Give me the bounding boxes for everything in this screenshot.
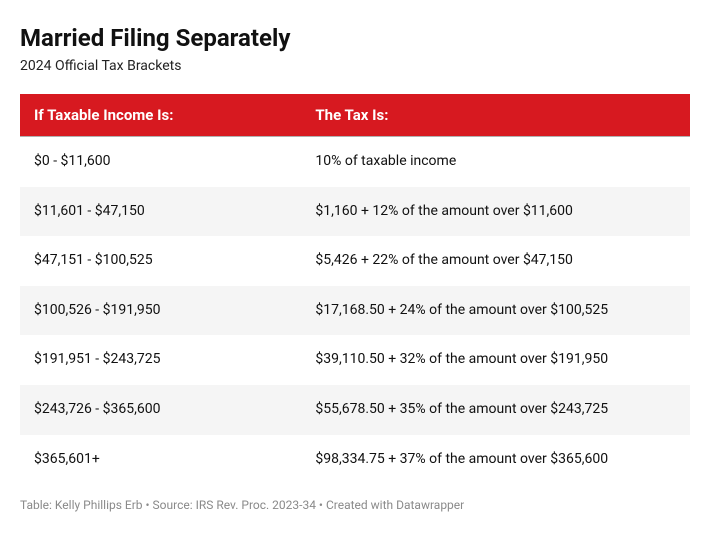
col-header-income: If Taxable Income Is: — [20, 94, 301, 137]
cell-tax: $39,110.50 + 32% of the amount over $191… — [301, 335, 690, 385]
cell-tax: $5,426 + 22% of the amount over $47,150 — [301, 236, 690, 286]
table-row: $11,601 - $47,150 $1,160 + 12% of the am… — [20, 187, 690, 237]
table-row: $191,951 - $243,725 $39,110.50 + 32% of … — [20, 335, 690, 385]
cell-income: $365,601+ — [20, 435, 301, 485]
table-footer-credit: Table: Kelly Phillips Erb • Source: IRS … — [20, 498, 690, 512]
cell-income: $11,601 - $47,150 — [20, 187, 301, 237]
cell-income: $100,526 - $191,950 — [20, 286, 301, 336]
table-header-row: If Taxable Income Is: The Tax Is: — [20, 94, 690, 137]
cell-income: $47,151 - $100,525 — [20, 236, 301, 286]
table-row: $0 - $11,600 10% of taxable income — [20, 137, 690, 187]
cell-tax: $98,334.75 + 37% of the amount over $365… — [301, 435, 690, 485]
cell-income: $243,726 - $365,600 — [20, 385, 301, 435]
cell-income: $0 - $11,600 — [20, 137, 301, 187]
table-row: $365,601+ $98,334.75 + 37% of the amount… — [20, 435, 690, 485]
table-row: $243,726 - $365,600 $55,678.50 + 35% of … — [20, 385, 690, 435]
col-header-tax: The Tax Is: — [301, 94, 690, 137]
page-title: Married Filing Separately — [20, 24, 690, 52]
tax-bracket-table: If Taxable Income Is: The Tax Is: $0 - $… — [20, 94, 690, 484]
cell-tax: $55,678.50 + 35% of the amount over $243… — [301, 385, 690, 435]
cell-tax: $1,160 + 12% of the amount over $11,600 — [301, 187, 690, 237]
cell-tax: 10% of taxable income — [301, 137, 690, 187]
table-row: $100,526 - $191,950 $17,168.50 + 24% of … — [20, 286, 690, 336]
cell-income: $191,951 - $243,725 — [20, 335, 301, 385]
page-subtitle: 2024 Official Tax Brackets — [20, 58, 690, 74]
cell-tax: $17,168.50 + 24% of the amount over $100… — [301, 286, 690, 336]
table-row: $47,151 - $100,525 $5,426 + 22% of the a… — [20, 236, 690, 286]
